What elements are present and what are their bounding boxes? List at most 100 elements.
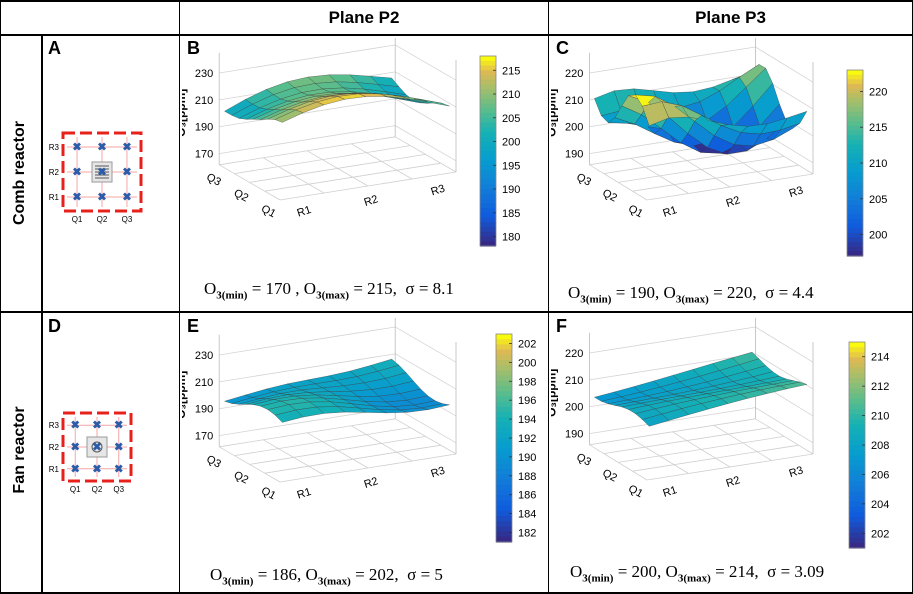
z-tick-label: 190	[195, 404, 213, 416]
colorbar-segment	[849, 429, 865, 436]
colorbar-tick-label: 212	[871, 381, 889, 393]
stats-max-value: = 220,	[713, 283, 757, 302]
floor-grid-line	[755, 418, 814, 455]
column-header-plane-p3: Plane P3	[695, 8, 766, 27]
colorbar-tick-label: 215	[502, 65, 520, 77]
fan-blade	[91, 441, 103, 453]
measurement-point-icon: ✖	[71, 442, 80, 454]
colorbar-segment	[480, 203, 496, 209]
colorbar-segment	[847, 93, 863, 99]
y-tick-label: R3	[788, 464, 805, 480]
colorbar-segment	[496, 375, 512, 382]
colorbar-segment	[496, 339, 512, 345]
colorbar-segment	[480, 179, 496, 185]
back-wall-grid-line	[219, 125, 396, 154]
floor-grid-line	[234, 145, 411, 174]
surface-patch	[421, 403, 450, 410]
colorbar-segment	[496, 526, 512, 533]
measurement-point-icon: ✖	[122, 142, 131, 154]
colorbar-tick-label: 204	[871, 499, 889, 511]
back-wall-grid-line	[394, 44, 457, 81]
colorbar-segment	[847, 88, 863, 94]
x-tick-label: Q3	[574, 451, 593, 468]
colorbar-segment	[496, 516, 512, 522]
back-wall-grid-line	[589, 353, 756, 381]
measurement-point-icon: ✖	[72, 142, 81, 154]
floor-grid-line	[306, 150, 369, 187]
surface-chart-f: 220 210 200 190 O₃[ppm] Q3 Q2 Q1 R1 R2 R3 214 212 210…	[551, 318, 889, 549]
panel-label-a: A	[48, 38, 61, 58]
stats-sigma: σ = 8.1	[405, 279, 454, 298]
colorbar-segment	[480, 208, 496, 214]
stats-max-sub: 3(max)	[317, 575, 351, 588]
colorbar-segment	[480, 136, 496, 143]
colorbar-segment	[480, 113, 496, 119]
floor-grid-line	[672, 151, 731, 188]
back-wall-grid-line	[589, 326, 756, 354]
colorbar-tick-label: 186	[518, 490, 536, 502]
colorbar-segment	[847, 116, 863, 122]
colorbar-segment	[849, 347, 865, 353]
colorbar-segment	[480, 103, 496, 109]
colorbar-segment	[496, 412, 512, 418]
row-label-fan-reactor: Fan reactor	[11, 406, 28, 494]
stats-caption-f: O3(min) = 200, O3(max) = 214, σ = 3.09	[570, 562, 824, 584]
colorbar-segment	[847, 79, 863, 85]
stats-min-value: = 186,	[257, 565, 302, 584]
y-tick-label: R1	[661, 204, 678, 220]
measurement-point-icon: ✖	[72, 167, 81, 179]
measurement-point-icon: ✖	[72, 191, 81, 203]
stats-caption-b: O3(min) = 170 , O3(max) = 215, σ = 8.1	[204, 279, 454, 301]
reactor-row-label: R3	[49, 421, 60, 430]
colorbar-segment	[496, 500, 512, 507]
x-tick-label: Q3	[204, 171, 223, 188]
colorbar-segment	[847, 139, 863, 145]
reactor-col-label: Q1	[70, 485, 81, 494]
colorbar-segment	[849, 367, 865, 374]
colorbar-tick-label: 200	[518, 357, 536, 369]
z-tick-label: 200	[565, 402, 583, 414]
back-wall-grid-line	[589, 407, 756, 434]
floor-grid-line	[589, 418, 756, 446]
colorbar-segment	[847, 228, 863, 234]
reactor-row-label: R1	[49, 193, 60, 202]
colorbar-segment	[496, 334, 512, 340]
column-divider-2	[548, 0, 549, 594]
colorbar-segment	[849, 481, 865, 487]
back-wall-grid-line	[219, 326, 396, 356]
colorbar-segment	[847, 144, 863, 150]
colorbar-segment	[849, 465, 865, 472]
colorbar-segment	[480, 160, 496, 166]
colorbar-segment	[496, 349, 512, 356]
y-tick-label: R3	[429, 183, 446, 199]
colorbar-tick-label: 184	[518, 509, 536, 521]
back-wall-grid-line	[755, 326, 814, 363]
colorbar-segment	[496, 422, 512, 429]
reactor-diagram-fan: ✖ ✖ ✖ ✖ ✖ ✖ ✖ ✖ ✖ R3 R2 R1 Q1 Q2 Q3	[49, 411, 133, 494]
colorbar-segment	[480, 151, 496, 157]
z-tick-label: 190	[195, 122, 213, 134]
reactor-col-label: Q2	[97, 215, 108, 224]
y-tick-label: R1	[296, 486, 313, 502]
colorbar-segment	[496, 521, 512, 527]
z-tick-label: 200	[565, 122, 583, 134]
measurement-point-icon: ✖	[97, 191, 106, 203]
floor-grid-line	[713, 424, 772, 461]
colorbar-segment	[849, 511, 865, 518]
z-tick-label: 230	[195, 350, 213, 362]
colorbar-segment	[496, 417, 512, 423]
colorbar-segment	[847, 172, 863, 178]
stats-sigma: σ = 4.4	[765, 283, 814, 302]
y-tick-label: R1	[661, 484, 678, 500]
colorbar-segment	[847, 107, 863, 113]
colorbar-tick-label: 220	[869, 86, 887, 98]
measurement-point-icon: ✖	[122, 167, 131, 179]
colorbar-segment	[496, 365, 512, 371]
colorbar-segment	[847, 130, 863, 136]
y-tick-label: R3	[429, 465, 446, 481]
colorbar-segment	[847, 190, 863, 197]
colorbar-tick-label: 198	[518, 376, 536, 388]
stats-max-sub: 3(max)	[677, 572, 711, 585]
colorbar-segment	[849, 455, 865, 462]
colorbar-tick-label: 200	[502, 137, 520, 149]
